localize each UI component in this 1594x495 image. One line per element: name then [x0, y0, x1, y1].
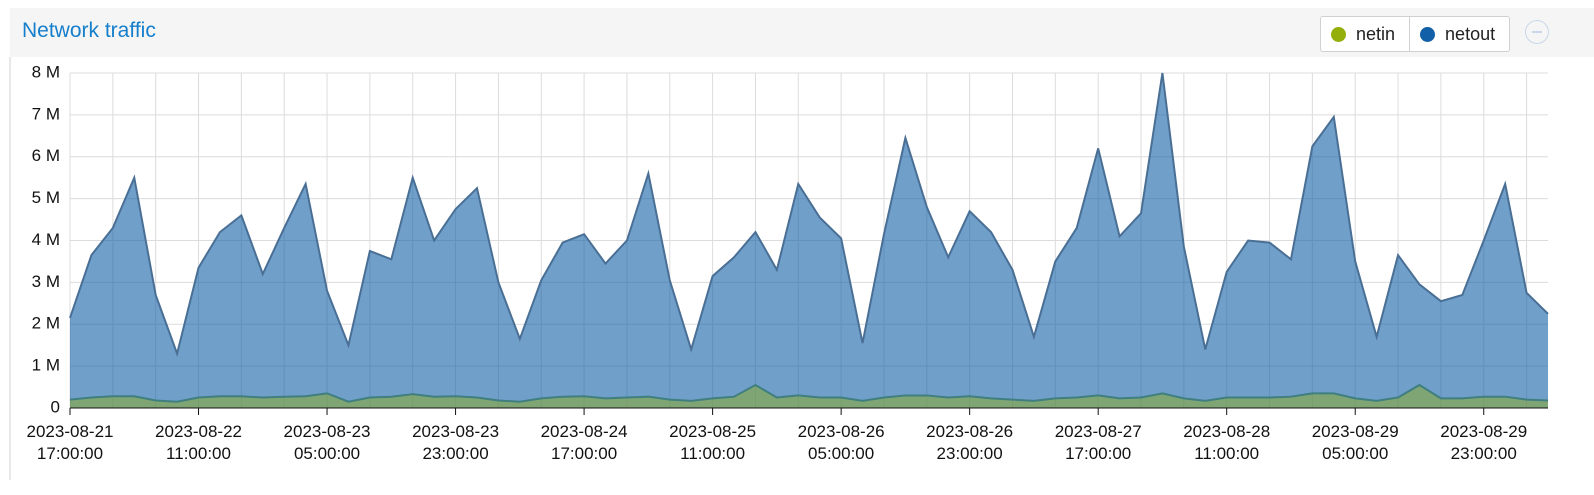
y-tick-label: 6 M: [32, 146, 60, 165]
x-tick-label: 2023-08-22 11:00:00: [155, 422, 242, 463]
collapse-button[interactable]: [1525, 20, 1549, 44]
x-tick-label: 2023-08-25 11:00:00: [669, 422, 757, 463]
legend-marker: [1331, 26, 1346, 42]
y-tick-label: 0: [51, 397, 60, 416]
legend-label: netin: [1356, 23, 1396, 44]
area-netout: [70, 73, 1548, 408]
x-tick-label: 2023-08-27 17:00:00: [1054, 422, 1142, 463]
y-tick-label: 3 M: [32, 272, 60, 291]
line-netin: [69, 383, 1549, 403]
y-tick-label: 1 M: [32, 356, 60, 375]
legend-item[interactable]: netout: [1409, 17, 1509, 51]
y-tick-label: 5 M: [32, 188, 60, 207]
x-tick-label: 2023-08-23 05:00:00: [283, 422, 371, 463]
x-tick-label: 2023-08-23 23:00:00: [412, 422, 500, 463]
y-tick-label: 4 M: [32, 230, 60, 249]
legend-label: netout: [1445, 23, 1496, 44]
x-tick-label: 2023-08-29 23:00:00: [1440, 422, 1528, 463]
x-tick-label: 2023-08-21 17:00:00: [26, 422, 114, 463]
y-tick-label: 8 M: [32, 62, 60, 81]
chart-title: Network traffic: [22, 19, 156, 42]
area-netin: [70, 384, 1548, 408]
legend: netin netout: [1320, 16, 1511, 52]
x-tick-label: 2023-08-24 17:00:00: [540, 422, 628, 463]
x-tick-label: 2023-08-28 11:00:00: [1183, 422, 1271, 463]
legend-item[interactable]: netin: [1321, 17, 1409, 51]
line-netout: [69, 72, 1549, 357]
x-tick-label: 2023-08-29 05:00:00: [1311, 422, 1399, 463]
y-tick-label: 2 M: [32, 314, 60, 333]
x-tick-label: 2023-08-26 05:00:00: [797, 422, 885, 463]
x-tick-label: 2023-08-26 23:00:00: [926, 422, 1014, 463]
y-tick-label: 7 M: [32, 104, 60, 123]
legend-marker: [1420, 26, 1436, 42]
